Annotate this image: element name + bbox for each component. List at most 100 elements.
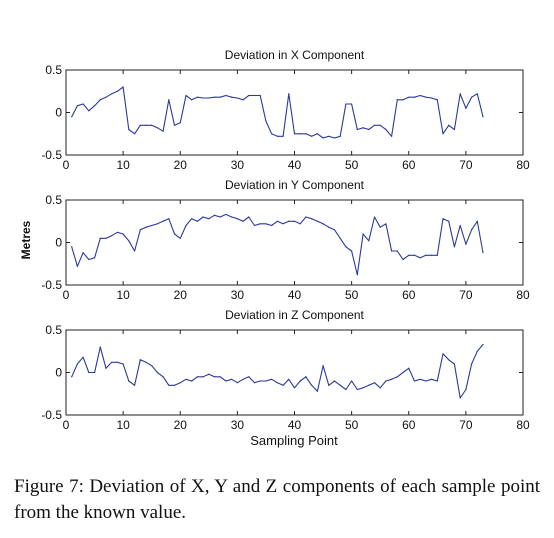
data-point bbox=[191, 218, 193, 220]
data-point bbox=[436, 254, 438, 256]
data-point bbox=[482, 343, 484, 346]
data-point bbox=[253, 382, 256, 384]
data-point bbox=[419, 257, 421, 259]
data-point bbox=[351, 380, 353, 382]
chart-panel-0: Deviation in X Component 0 10 20 30 40 50 60 70 8… bbox=[41, 48, 530, 172]
data-point bbox=[391, 135, 393, 137]
data-point bbox=[225, 213, 227, 216]
data-point bbox=[213, 214, 216, 216]
y-tick-label: 0 bbox=[55, 236, 62, 250]
data-point bbox=[476, 220, 478, 222]
x-tick-label: 30 bbox=[231, 418, 245, 432]
y-tick-label: -0.5 bbox=[41, 278, 62, 292]
data-point bbox=[288, 93, 290, 95]
data-point bbox=[368, 384, 370, 386]
data-point bbox=[396, 250, 398, 252]
data-point bbox=[156, 371, 158, 374]
data-point bbox=[293, 387, 296, 389]
x-tick-label: 0 bbox=[63, 158, 70, 172]
data-point bbox=[282, 135, 284, 137]
data-point bbox=[431, 378, 433, 380]
data-point bbox=[225, 380, 227, 382]
data-point bbox=[236, 218, 238, 220]
data-point bbox=[282, 223, 284, 225]
data-point bbox=[425, 254, 427, 256]
data-point bbox=[191, 99, 193, 101]
data-point bbox=[99, 99, 101, 101]
data-point bbox=[419, 94, 421, 97]
data-point bbox=[431, 97, 433, 99]
y-tick-label: 0 bbox=[55, 366, 62, 380]
data-point bbox=[391, 378, 393, 380]
data-point bbox=[431, 254, 433, 256]
data-point bbox=[248, 94, 250, 97]
y-axis-label: Metres bbox=[19, 220, 33, 259]
data-point bbox=[122, 86, 124, 88]
data-point bbox=[316, 390, 318, 392]
data-point bbox=[231, 96, 233, 98]
data-point bbox=[396, 376, 398, 378]
data-point bbox=[93, 105, 96, 107]
data-point bbox=[88, 371, 90, 374]
data-point bbox=[419, 378, 421, 380]
data-point bbox=[448, 124, 450, 126]
data-point bbox=[288, 220, 290, 222]
data-point bbox=[459, 93, 461, 95]
data-point bbox=[362, 387, 364, 389]
data-point bbox=[253, 224, 256, 227]
x-tick-label: 40 bbox=[288, 418, 302, 432]
data-point bbox=[99, 346, 101, 348]
data-point bbox=[259, 380, 261, 382]
x-tick-label: 0 bbox=[63, 288, 70, 302]
data-point bbox=[442, 353, 444, 355]
data-point bbox=[470, 363, 473, 365]
data-point bbox=[379, 124, 381, 126]
data-point bbox=[453, 128, 456, 131]
data-point bbox=[368, 128, 370, 131]
data-point bbox=[99, 237, 101, 239]
data-point bbox=[168, 384, 170, 386]
series-line bbox=[71, 86, 484, 139]
data-point bbox=[322, 223, 324, 225]
data-point bbox=[145, 361, 147, 363]
data-point bbox=[133, 133, 136, 135]
data-point bbox=[196, 96, 198, 98]
data-point bbox=[139, 359, 141, 361]
data-point bbox=[196, 376, 198, 378]
data-point bbox=[248, 376, 250, 378]
data-point bbox=[465, 107, 467, 109]
x-tick-label: 50 bbox=[345, 158, 359, 172]
data-point bbox=[362, 233, 364, 235]
y-tick-label: -0.5 bbox=[41, 148, 62, 162]
data-point bbox=[328, 226, 330, 228]
chart-panel-1: Deviation in Y Component 0 10 20 30 40 50 60 70 8… bbox=[41, 178, 530, 302]
data-point bbox=[470, 96, 473, 98]
data-point bbox=[162, 376, 164, 378]
data-point bbox=[442, 218, 444, 220]
plot-frame bbox=[65, 69, 524, 156]
data-point bbox=[168, 99, 170, 101]
chart-panel-2: Deviation in Z Component 0 10 20 30 40 50 60 70 8… bbox=[41, 308, 530, 432]
data-point bbox=[208, 373, 210, 375]
y-tick-label: 0.5 bbox=[45, 193, 62, 207]
data-point bbox=[185, 224, 187, 227]
data-point bbox=[373, 216, 376, 218]
data-point bbox=[105, 96, 107, 98]
data-point bbox=[116, 361, 119, 363]
data-point bbox=[105, 237, 107, 239]
x-tick-label: 20 bbox=[174, 288, 188, 302]
data-point bbox=[82, 252, 84, 254]
data-point bbox=[128, 240, 130, 242]
data-point bbox=[339, 135, 341, 137]
data-point bbox=[162, 220, 164, 222]
data-point bbox=[373, 382, 376, 384]
data-point bbox=[482, 252, 484, 254]
data-point bbox=[111, 235, 113, 237]
series-line bbox=[71, 344, 484, 399]
data-point bbox=[345, 103, 347, 105]
data-point bbox=[139, 124, 141, 126]
data-point bbox=[436, 99, 438, 101]
data-point bbox=[71, 116, 73, 118]
data-point bbox=[71, 246, 73, 248]
data-point bbox=[402, 99, 404, 101]
